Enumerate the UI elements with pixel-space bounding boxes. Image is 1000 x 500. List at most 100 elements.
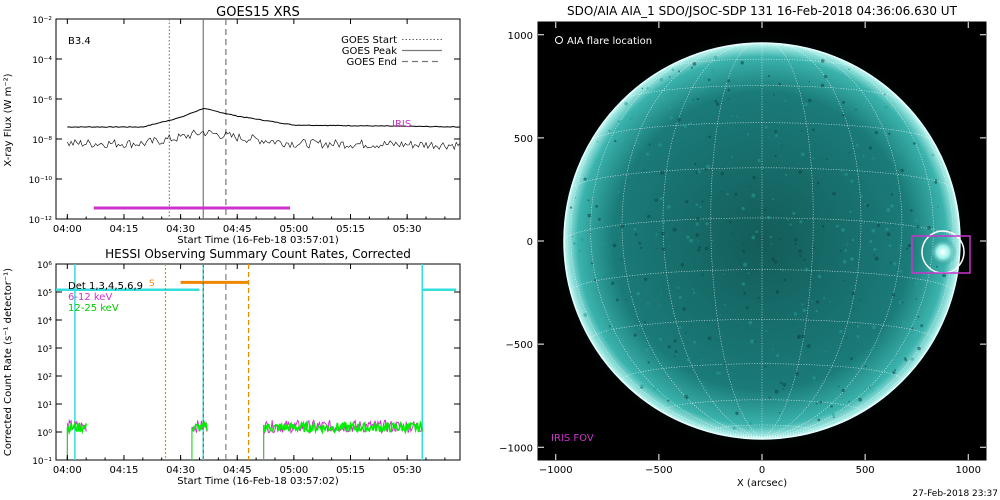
disk-speckle (727, 76, 730, 79)
disk-speckle (808, 80, 810, 83)
disk-speckle (729, 220, 732, 224)
disk-speckle (869, 239, 873, 243)
disk-speckle (775, 134, 778, 138)
disk-speckle (654, 371, 658, 375)
disk-speckle (756, 236, 758, 239)
disk-speckle (668, 76, 671, 78)
disk-speckle (608, 129, 611, 132)
hessi-plot-frame (55, 263, 461, 461)
disk-speckle (850, 257, 854, 261)
disk-speckle (784, 173, 788, 176)
disk-speckle (742, 242, 745, 244)
disk-speckle (695, 203, 699, 206)
disk-speckle (905, 143, 908, 146)
disk-speckle (837, 87, 840, 89)
disk-speckle (870, 221, 873, 223)
hessi-y-tick-label-1: 10⁰ (37, 429, 52, 439)
disk-speckle (767, 75, 770, 78)
disk-speckle (643, 169, 646, 171)
disk-speckle (620, 224, 625, 229)
disk-speckle (774, 130, 778, 134)
disk-speckle (668, 105, 672, 109)
disk-speckle (844, 172, 848, 177)
longitude-line (761, 43, 862, 438)
disk-speckle (569, 206, 573, 209)
disk-speckle (784, 100, 786, 102)
goes-data (67, 19, 461, 219)
disk-speckle (661, 231, 665, 236)
hessi-x-tick-label-5: 05:15 (336, 465, 365, 476)
disk-speckle (911, 327, 914, 330)
goes-y-tick-label-5: 10⁻² (32, 16, 52, 26)
disk-speckle (841, 388, 845, 393)
aia-y-tick-label-4: −1000 (499, 443, 533, 454)
disk-speckle (686, 357, 691, 362)
aia-x-tick-label-0: −1000 (539, 465, 573, 476)
disk-speckle (685, 200, 689, 204)
disk-speckle (677, 118, 681, 122)
latitude-line (591, 122, 933, 141)
hessi-x-tick-label-1: 04:15 (110, 465, 139, 476)
disk-speckle (765, 249, 767, 251)
disk-speckle (776, 353, 780, 357)
solar-limb (563, 42, 961, 440)
aia-y-tick-label-2: 0 (527, 237, 533, 248)
disk-speckle (637, 142, 640, 145)
disk-speckle (800, 152, 805, 157)
disk-speckle (905, 247, 909, 250)
hessi-y-tick-label-5: 10⁴ (37, 317, 52, 327)
disk-speckle (583, 177, 587, 181)
disk-speckle (890, 193, 894, 196)
disk-speckle (741, 206, 745, 211)
disk-speckle (872, 157, 875, 160)
disk-speckle (692, 62, 697, 66)
disk-speckle (858, 397, 863, 402)
disk-speckle (764, 125, 768, 129)
disk-speckle (815, 402, 818, 405)
aia-y-tick-label-1: 500 (514, 134, 533, 145)
disk-speckle (638, 241, 642, 245)
aia-legend-text: AIA flare location (567, 36, 652, 47)
disk-speckle (874, 130, 878, 135)
goes-plot-frame (55, 18, 461, 220)
goes-title: GOES15 XRS (216, 5, 300, 20)
disk-speckle (799, 220, 803, 224)
disk-speckle (763, 208, 766, 212)
disk-speckle (583, 313, 588, 317)
disk-speckle (590, 289, 592, 291)
disk-speckle (667, 399, 670, 402)
disk-speckle (669, 116, 673, 120)
disk-speckle (859, 298, 861, 301)
disk-speckle (782, 382, 787, 387)
disk-speckle (808, 98, 812, 103)
goes-x-ticks: 04:00 04:15 04:30 04:45 05:00 05:15 05:30 (53, 19, 446, 235)
disk-speckle (646, 87, 649, 90)
disk-speckle (774, 154, 777, 157)
longitude-line (621, 45, 763, 438)
disk-speckle (596, 140, 599, 143)
disk-speckle (772, 197, 774, 200)
disk-speckle (773, 260, 778, 264)
disk-speckle (827, 219, 829, 222)
disk-speckle (813, 81, 816, 84)
disk-speckle (634, 233, 638, 236)
disk-speckle (749, 421, 753, 426)
hessi-y-ticks: 10⁻¹ 10⁰ 10¹ 10² 10³ 10⁴ 10⁵ 10⁶ (32, 261, 460, 467)
disk-speckle (593, 279, 597, 282)
disk-speckle (712, 364, 715, 367)
disk-speckle (855, 108, 857, 111)
disk-speckle (659, 78, 664, 82)
disk-speckle (936, 265, 938, 268)
disk-speckle (812, 128, 815, 132)
disk-speckle (852, 308, 855, 310)
disk-speckle (778, 82, 781, 86)
disk-speckle (731, 115, 734, 118)
disk-speckle (743, 262, 747, 267)
disk-speckle (860, 195, 863, 198)
date-stamp: 27-Feb-2018 23:37 (912, 489, 998, 499)
disk-speckle (689, 238, 693, 243)
disk-speckle (899, 269, 903, 273)
disk-speckle (888, 132, 891, 135)
disk-speckle (723, 363, 726, 366)
disk-speckle (674, 355, 676, 358)
